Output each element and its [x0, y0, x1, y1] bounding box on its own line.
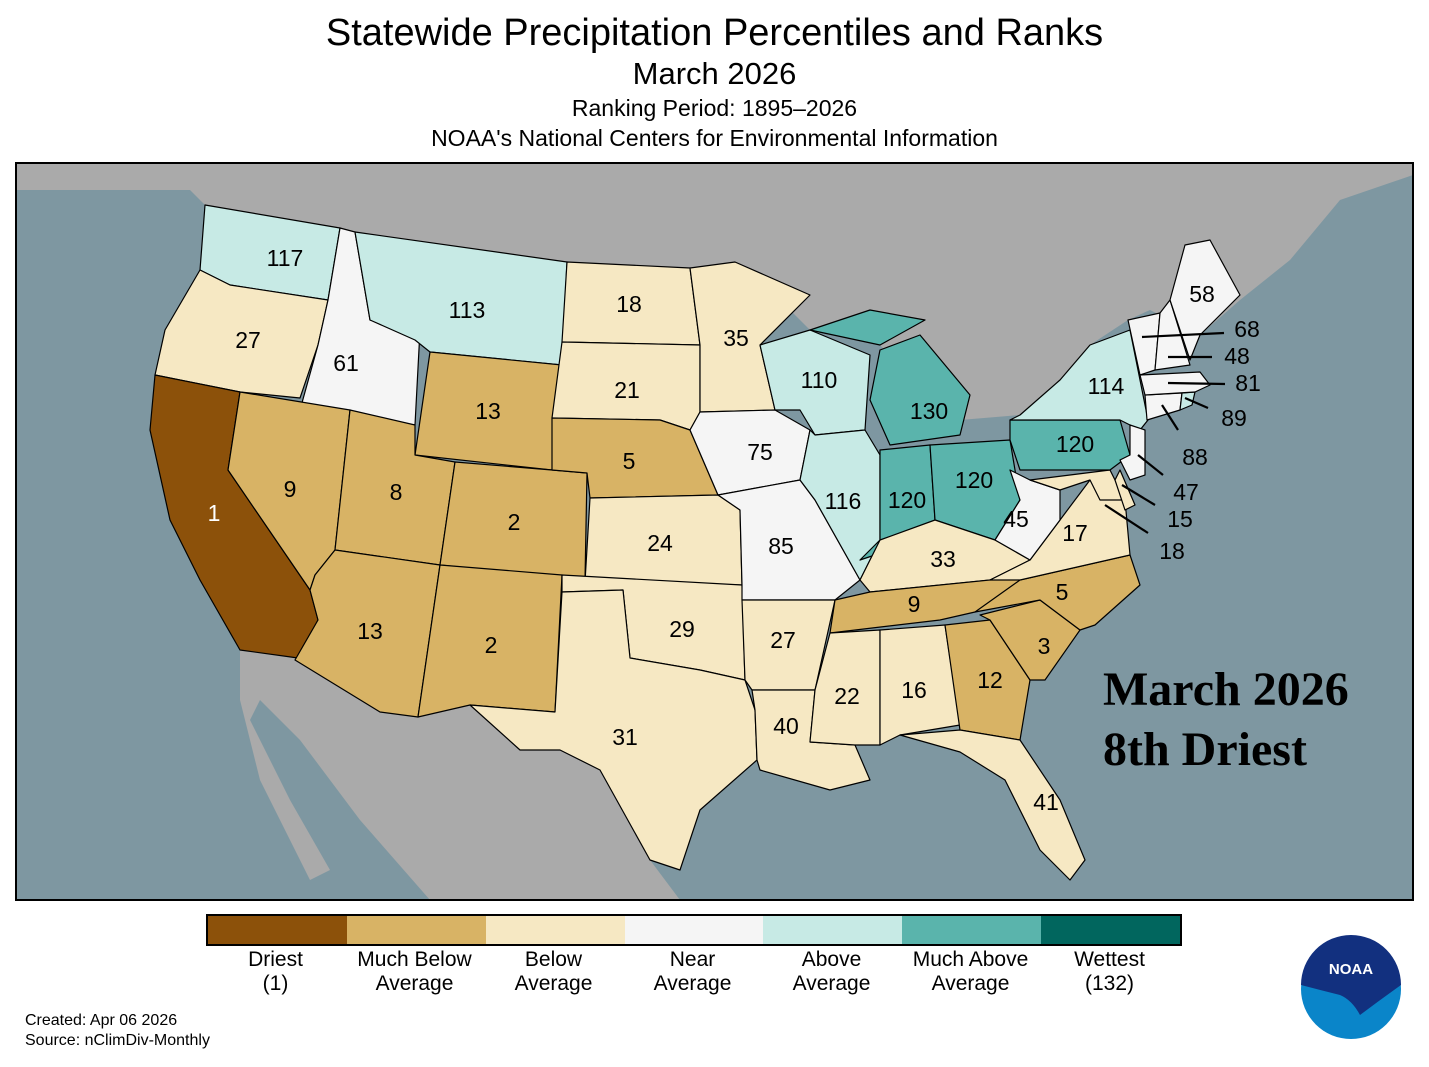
rank-label-mo: 85	[768, 533, 794, 559]
rank-label-wy: 13	[475, 398, 501, 424]
data-source: Source: nClimDiv-Monthly	[25, 1032, 210, 1049]
map-frame	[15, 162, 1414, 901]
legend-swatch-much-below	[346, 916, 486, 944]
mexico-land	[240, 650, 680, 900]
state-michigan-upper[interactable]	[809, 309, 926, 346]
rank-label-me: 58	[1189, 281, 1215, 307]
state-delaware[interactable]	[1114, 469, 1136, 511]
rank-label-ga: 12	[977, 667, 1003, 693]
legend-swatch-near	[624, 916, 764, 944]
rank-label-id: 61	[333, 350, 359, 376]
state-oregon[interactable]	[154, 269, 329, 399]
state-alabama[interactable]	[879, 624, 961, 746]
rank-label-va: 17	[1062, 520, 1088, 546]
legend-label-driest: Driest (1)	[248, 948, 303, 995]
state-michigan-lower[interactable]	[869, 334, 971, 446]
rank-label-in: 120	[888, 487, 926, 513]
rank-label-ms: 22	[834, 683, 860, 709]
rank-label-sc: 3	[1038, 633, 1051, 659]
rank-label-wa: 117	[267, 245, 304, 271]
legend-label-much-above: Much Above Average	[912, 948, 1029, 995]
organization: NOAA's National Centers for Environmenta…	[431, 125, 998, 151]
rank-label-az: 13	[357, 618, 383, 644]
rank-label-ma: 81	[1235, 370, 1261, 396]
legend-swatch-much-above	[902, 916, 1042, 944]
rank-label-mt: 113	[449, 297, 486, 323]
rank-label-ks: 24	[647, 530, 673, 556]
rank-label-il: 116	[825, 488, 862, 514]
map-subtitle-month: March 2026	[632, 56, 797, 91]
rank-label-wi: 110	[801, 367, 838, 393]
legend-label-below: Below Average	[514, 948, 593, 995]
overlay-month: March 2026	[1103, 663, 1349, 716]
rank-label-fl: 41	[1033, 789, 1059, 815]
legend-swatch-wettest	[1041, 916, 1181, 944]
rank-label-ri: 89	[1221, 405, 1247, 431]
rank-label-ct: 88	[1182, 444, 1208, 470]
rank-label-tn: 9	[908, 591, 921, 617]
rank-label-co: 2	[508, 509, 521, 535]
rank-label-ok: 29	[669, 616, 695, 642]
rank-label-nv: 9	[284, 476, 297, 502]
legend-swatch-driest	[208, 916, 347, 944]
rank-label-mi: 130	[910, 398, 948, 424]
rank-label-vt: 68	[1234, 316, 1260, 342]
state-texas[interactable]	[469, 589, 758, 871]
rank-label-tx: 31	[612, 724, 638, 750]
rank-label-nm: 2	[485, 632, 498, 658]
noaa-logo: NOAA	[1301, 935, 1401, 1039]
created-date: Created: Apr 06 2026	[25, 1012, 178, 1029]
state-maine[interactable]	[1169, 239, 1241, 361]
legend-label-wettest: Wettest (132)	[1074, 948, 1145, 995]
rank-label-sd: 21	[614, 377, 640, 403]
rank-label-md: 18	[1159, 538, 1185, 564]
rank-label-or: 27	[235, 327, 261, 353]
rank-label-ny: 114	[1088, 373, 1125, 399]
overlay-rank: 8th Driest	[1103, 723, 1307, 776]
rank-label-ut: 8	[390, 479, 403, 505]
legend-swatch-below	[485, 916, 625, 944]
rank-label-ca: 1	[208, 500, 221, 526]
rank-label-ne: 5	[623, 448, 636, 474]
rank-label-ky: 33	[930, 546, 956, 572]
rank-label-oh: 120	[955, 467, 993, 493]
rank-label-ia: 75	[747, 439, 773, 465]
leader-lines	[1104, 331, 1226, 534]
rank-label-nd: 18	[616, 291, 642, 317]
rank-label-mn: 35	[723, 325, 749, 351]
rank-label-pa: 120	[1056, 431, 1094, 457]
noaa-logo-text: NOAA	[1329, 961, 1373, 978]
legend-label-near: Near Average	[653, 948, 732, 995]
rank-label-wv: 45	[1003, 506, 1029, 532]
rank-labels: 117 27 1 61 9 113 13 8 2 13 2 18 21 5 24…	[208, 245, 1261, 815]
rank-label-la: 40	[773, 713, 799, 739]
canada-land	[16, 163, 1413, 420]
state-virginia[interactable]	[989, 479, 1131, 581]
state-florida[interactable]	[899, 729, 1086, 881]
rank-label-nh: 48	[1224, 343, 1250, 369]
map-title: Statewide Precipitation Percentiles and …	[325, 12, 1104, 54]
legend-label-much-below: Much Below Average	[357, 948, 472, 995]
rank-label-ar: 27	[770, 627, 796, 653]
rank-label-nj: 47	[1173, 479, 1199, 505]
state-colorado[interactable]	[439, 461, 588, 581]
ranking-period: Ranking Period: 1895–2026	[571, 95, 858, 121]
legend-colorbar	[206, 914, 1182, 946]
state-new-jersey[interactable]	[1119, 424, 1146, 481]
state-georgia[interactable]	[944, 619, 1031, 741]
rank-label-nc: 5	[1056, 579, 1069, 605]
rank-label-de: 15	[1167, 506, 1193, 532]
legend-label-above: Above Average	[792, 948, 871, 995]
legend-swatch-above	[763, 916, 903, 944]
rank-label-al: 16	[901, 677, 927, 703]
